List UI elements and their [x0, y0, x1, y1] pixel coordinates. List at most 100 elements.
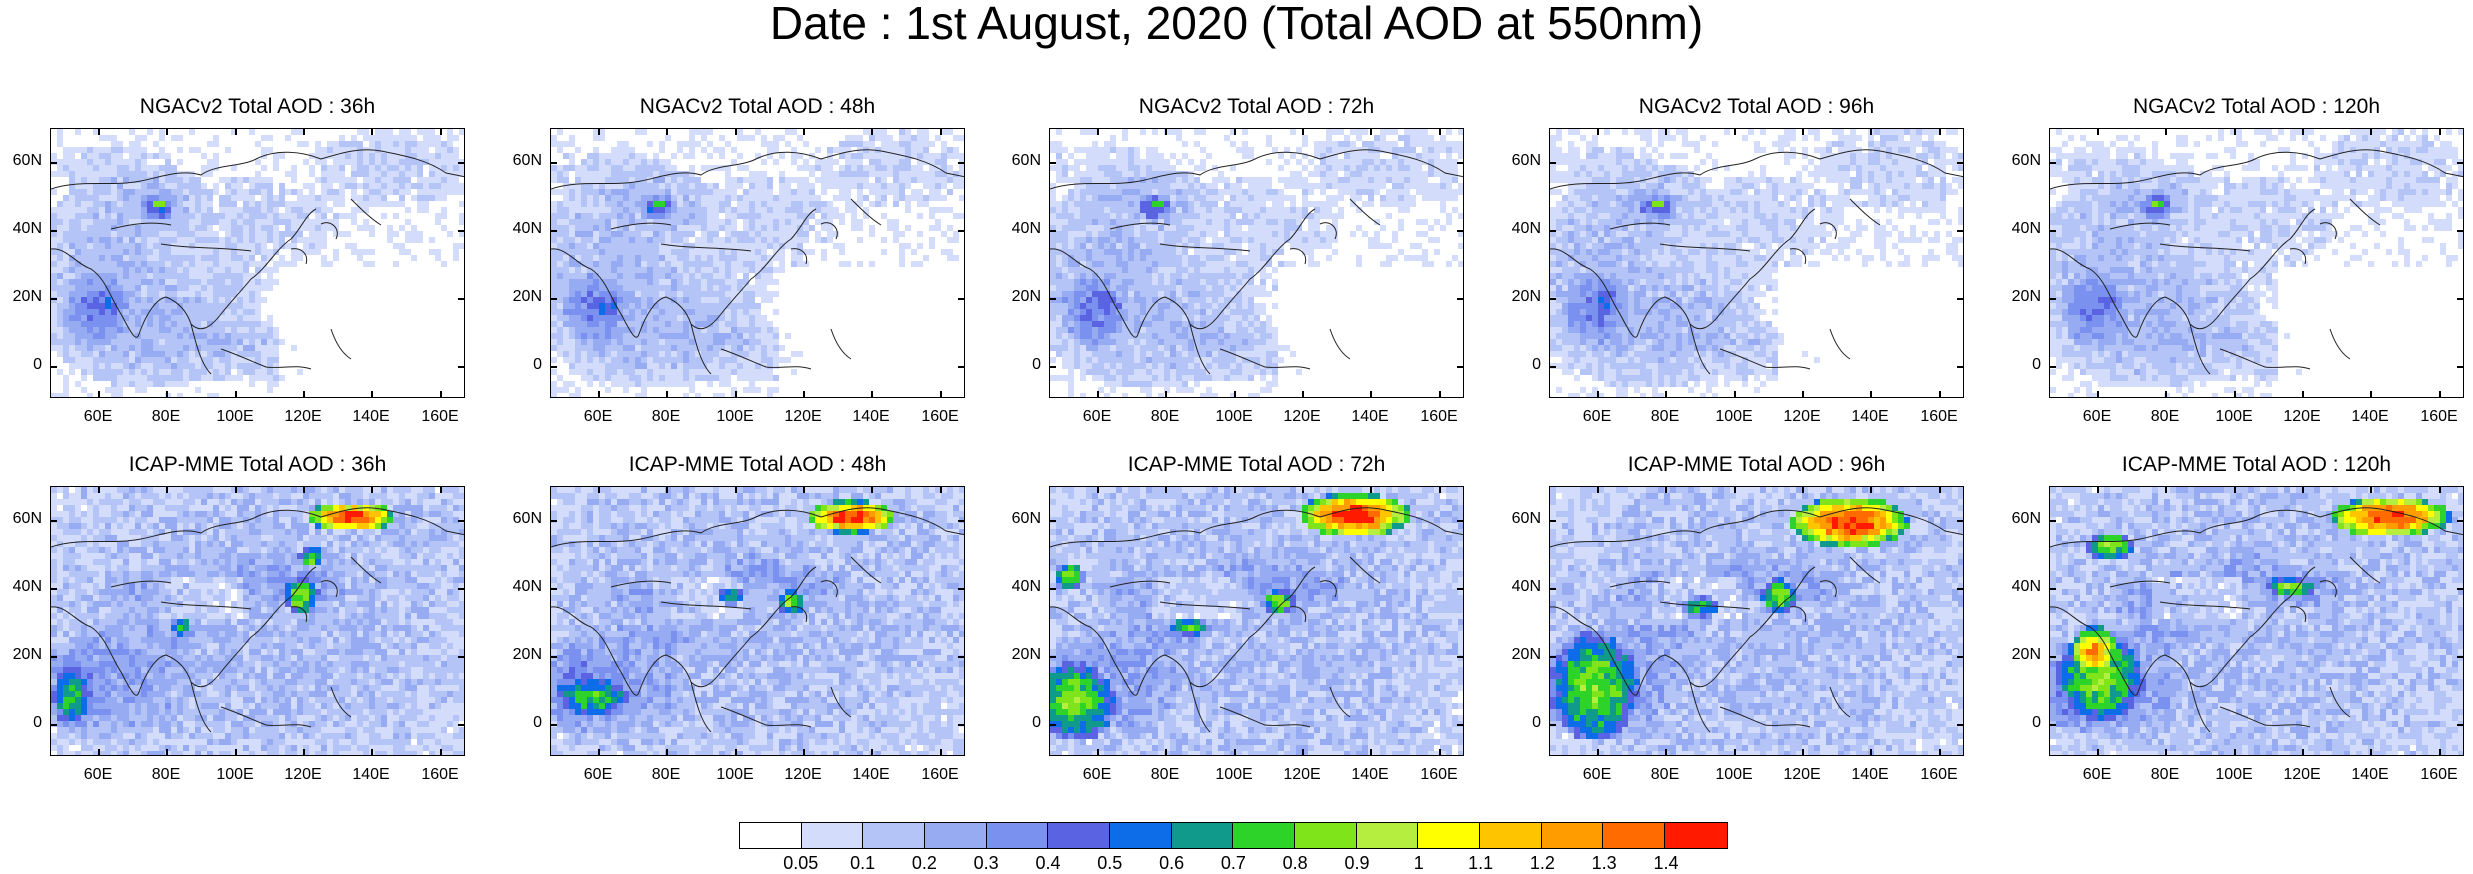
- lon-label: 100E: [1704, 408, 1764, 426]
- lat-label: 0: [1001, 356, 1041, 374]
- lon-tick: [598, 749, 600, 756]
- lon-tick: [1734, 749, 1736, 756]
- lon-tick: [303, 486, 305, 493]
- lat-label: 0: [1501, 714, 1541, 732]
- lon-tick: [2097, 128, 2099, 135]
- colorbar-label: 1.3: [1579, 853, 1629, 874]
- lon-tick: [1665, 391, 1667, 398]
- lon-tick: [2097, 749, 2099, 756]
- lat-label: 60N: [2001, 152, 2041, 170]
- lon-label: 140E: [841, 408, 901, 426]
- lon-label: 60E: [1567, 408, 1627, 426]
- map-panel: ICAP-MME Total AOD : 96h 60N 40N 20N 0 60E 80E…: [1512, 453, 1964, 783]
- lat-label: 40N: [2001, 220, 2041, 238]
- lat-label: 0: [1501, 356, 1541, 374]
- colorbar-label: 0.7: [1208, 853, 1258, 874]
- lon-label: 80E: [2135, 408, 2195, 426]
- lat-tick: [1049, 298, 1056, 300]
- aod-map: [50, 128, 465, 398]
- lon-label: 80E: [1635, 766, 1695, 784]
- lat-tick: [1049, 520, 1056, 522]
- lat-tick: [1049, 724, 1056, 726]
- lon-tick: [2370, 128, 2372, 135]
- aod-field: [51, 129, 464, 397]
- lon-tick: [735, 486, 737, 493]
- lon-label: 60E: [568, 766, 628, 784]
- lon-tick: [1439, 749, 1441, 756]
- lon-tick: [2370, 486, 2372, 493]
- colorbar-label: 0.4: [1023, 853, 1073, 874]
- lat-tick: [1457, 520, 1464, 522]
- lon-tick: [871, 749, 873, 756]
- lat-tick: [1457, 588, 1464, 590]
- lon-label: 80E: [136, 408, 196, 426]
- lon-label: 80E: [1635, 408, 1695, 426]
- lat-tick: [1957, 724, 1964, 726]
- aod-field: [551, 129, 964, 397]
- lon-tick: [1234, 391, 1236, 398]
- lon-tick: [1939, 128, 1941, 135]
- lon-tick: [1370, 391, 1372, 398]
- lat-tick: [1957, 520, 1964, 522]
- lon-tick: [2302, 128, 2304, 135]
- lat-tick: [1549, 520, 1556, 522]
- lon-label: 100E: [205, 766, 265, 784]
- lon-tick: [2302, 391, 2304, 398]
- aod-field: [1050, 487, 1463, 755]
- lon-tick: [1734, 391, 1736, 398]
- lon-tick: [1165, 486, 1167, 493]
- lon-tick: [440, 749, 442, 756]
- lon-label: 160E: [410, 408, 470, 426]
- lon-tick: [1665, 128, 1667, 135]
- lat-tick: [2457, 520, 2464, 522]
- lat-tick: [1957, 230, 1964, 232]
- lon-tick: [2165, 486, 2167, 493]
- colorbar-label: 0.8: [1270, 853, 1320, 874]
- lat-tick: [458, 230, 465, 232]
- lat-label: 40N: [2, 220, 42, 238]
- lon-label: 120E: [273, 408, 333, 426]
- lon-tick: [1165, 128, 1167, 135]
- lat-tick: [2457, 724, 2464, 726]
- lat-tick: [958, 656, 965, 658]
- panel-title: ICAP-MME Total AOD : 96h: [1549, 453, 1964, 477]
- lat-tick: [1549, 366, 1556, 368]
- lon-label: 160E: [1909, 766, 1969, 784]
- lon-tick: [1439, 486, 1441, 493]
- lon-label: 80E: [1135, 408, 1195, 426]
- lon-tick: [940, 391, 942, 398]
- lon-label: 80E: [636, 408, 696, 426]
- colorbar-label: 1: [1394, 853, 1444, 874]
- lon-label: 100E: [205, 408, 265, 426]
- aod-map: [1549, 486, 1964, 756]
- map-panel: NGACv2 Total AOD : 96h 60N 40N 20N 0 60E 80E 10…: [1512, 95, 1964, 425]
- lon-tick: [235, 391, 237, 398]
- lon-label: 100E: [1704, 766, 1764, 784]
- lon-tick: [598, 486, 600, 493]
- coastline: [51, 507, 464, 733]
- lon-tick: [371, 128, 373, 135]
- lon-label: 120E: [1272, 766, 1332, 784]
- lat-label: 20N: [2, 288, 42, 306]
- lon-tick: [2439, 486, 2441, 493]
- lat-label: 0: [502, 356, 542, 374]
- lat-tick: [1957, 162, 1964, 164]
- coastline: [2050, 149, 2463, 375]
- lat-tick: [2049, 162, 2056, 164]
- lon-tick: [1870, 391, 1872, 398]
- lon-tick: [1370, 749, 1372, 756]
- lat-label: 60N: [1001, 510, 1041, 528]
- panel-title: NGACv2 Total AOD : 36h: [50, 95, 465, 119]
- lon-tick: [735, 749, 737, 756]
- lat-label: 60N: [1501, 510, 1541, 528]
- colorbar-label: 1.2: [1517, 853, 1567, 874]
- lat-tick: [458, 656, 465, 658]
- lon-label: 140E: [341, 766, 401, 784]
- lon-label: 140E: [1840, 408, 1900, 426]
- lat-tick: [2049, 656, 2056, 658]
- colorbar-swatch: [1171, 823, 1234, 848]
- aod-map: [2049, 128, 2464, 398]
- lon-label: 160E: [910, 766, 970, 784]
- lon-label: 80E: [136, 766, 196, 784]
- lat-tick: [1549, 656, 1556, 658]
